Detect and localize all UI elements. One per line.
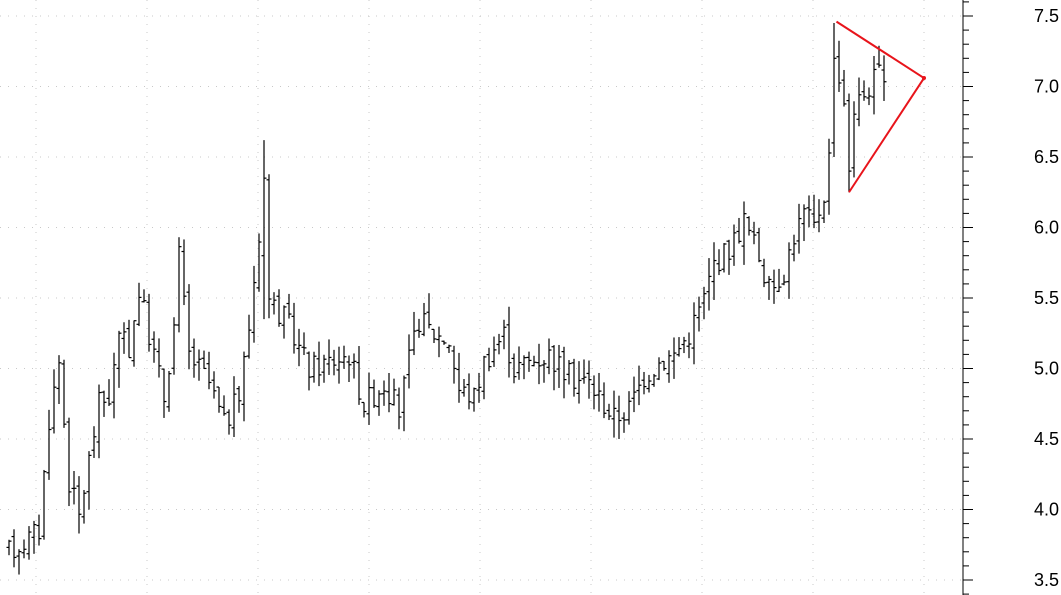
y-tick-label: 6.0: [1034, 218, 1059, 238]
y-tick-label: 3.5: [1034, 570, 1059, 590]
triangle-pattern: [835, 20, 926, 193]
y-axis: 3.5 4.0 4.5 5.0 5.5 6.0 6.5 7.0 7.5: [962, 0, 1059, 595]
y-tick-label: 6.5: [1034, 147, 1059, 167]
horizontal-gridlines: [0, 15, 963, 581]
ohlc-bars: [6, 23, 887, 575]
triangle-lower-line: [848, 77, 925, 193]
y-tick-label: 4.5: [1034, 429, 1059, 449]
triangle-apex: [922, 76, 926, 81]
triangle-upper-line: [835, 20, 925, 79]
y-tick-label: 7.0: [1034, 77, 1059, 97]
y-tick-label: 5.0: [1034, 359, 1059, 379]
y-tick-label: 7.5: [1034, 6, 1059, 26]
y-tick-label: 4.0: [1034, 500, 1059, 520]
y-tick-label: 5.5: [1034, 288, 1059, 308]
